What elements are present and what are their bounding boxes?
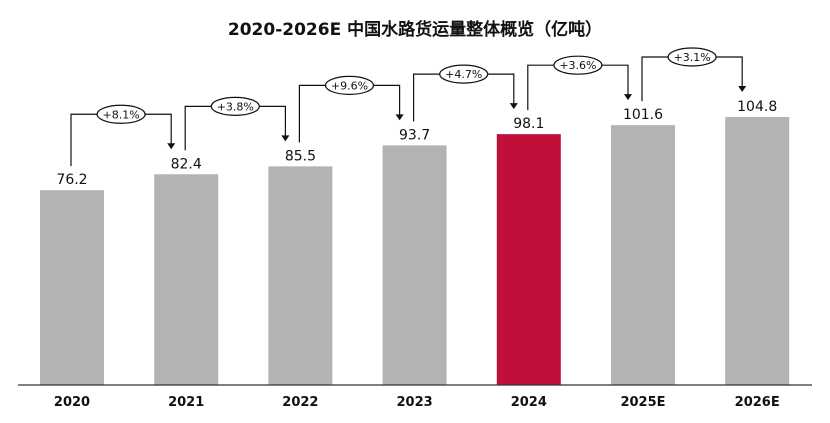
growth-label-3: +9.6% xyxy=(331,79,368,92)
bar-2025E xyxy=(611,125,675,386)
value-label-2022: 85.5 xyxy=(285,148,316,164)
growth-arrowhead-3 xyxy=(395,114,404,121)
bar-2023 xyxy=(382,145,447,385)
growth-arrowhead-1 xyxy=(167,143,176,150)
value-label-2023: 93.7 xyxy=(399,127,430,143)
growth-label-5: +3.6% xyxy=(559,59,596,72)
bar-2021 xyxy=(154,174,219,385)
growth-annotations-group: +8.1% +3.8% +9.6% +4.7% +3.6% +3.1% xyxy=(70,47,747,167)
growth-label-6: +3.1% xyxy=(674,51,711,64)
x-tick-2025E: 2025E xyxy=(620,395,665,410)
growth-badge-3 xyxy=(324,75,375,95)
growth-badge-2 xyxy=(210,96,260,116)
bar-2020 xyxy=(40,190,104,385)
x-tick-2024: 2024 xyxy=(511,395,547,410)
value-label-2026E: 104.8 xyxy=(737,99,777,115)
bars-group xyxy=(40,117,790,386)
growth-label-4: +4.7% xyxy=(445,68,482,81)
x-tick-2021: 2021 xyxy=(168,395,204,410)
growth-badge-5 xyxy=(553,55,603,75)
growth-label-2: +3.8% xyxy=(217,100,254,113)
x-tick-2020: 2020 xyxy=(54,395,90,410)
growth-badge-6 xyxy=(667,47,717,67)
growth-arrowhead-4 xyxy=(509,103,518,110)
value-label-2021: 82.4 xyxy=(171,156,202,172)
value-label-2020: 76.2 xyxy=(56,172,87,188)
x-tick-2026E: 2026E xyxy=(735,395,780,410)
growth-arrowhead-5 xyxy=(624,94,632,101)
growth-arrowhead-6 xyxy=(738,86,747,92)
tick-labels-group: 2020 2021 2022 2023 2024 2025E 2026E xyxy=(54,395,780,410)
value-labels-group: 76.2 82.4 85.5 93.7 98.1 101.6 104.8 xyxy=(56,99,777,188)
x-tick-2022: 2022 xyxy=(282,395,318,410)
bar-2024 xyxy=(496,134,561,385)
chart-title: 2020-2026E 中国水路货运量整体概览（亿吨） xyxy=(228,19,602,40)
bar-2026E xyxy=(725,117,790,385)
value-label-2025E: 101.6 xyxy=(623,107,663,123)
bar-2022 xyxy=(268,166,333,385)
growth-label-1: +8.1% xyxy=(103,108,140,121)
growth-badge-4 xyxy=(439,64,489,84)
growth-arrowhead-2 xyxy=(281,135,290,142)
x-tick-2023: 2023 xyxy=(397,395,433,410)
growth-badge-1 xyxy=(96,104,146,124)
value-label-2024: 98.1 xyxy=(513,116,544,132)
